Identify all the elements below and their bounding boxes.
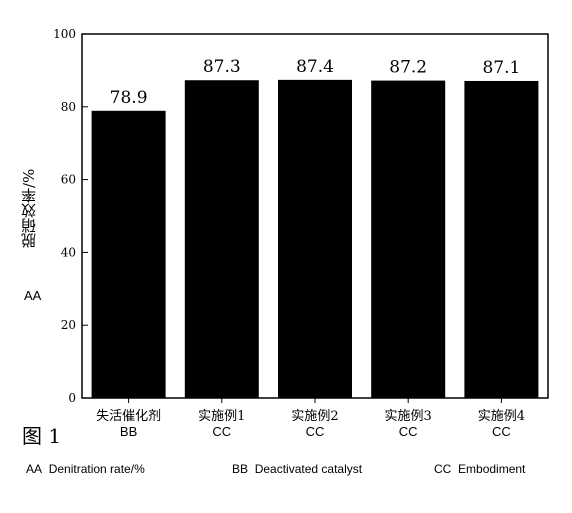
y-axis-label: 脱硝效率/% bbox=[20, 168, 38, 248]
bar bbox=[464, 80, 539, 399]
legend-key: CC bbox=[434, 462, 452, 476]
x-tick-label: 实施例4 bbox=[477, 409, 526, 424]
bars-group bbox=[91, 79, 539, 399]
y-tick-label: 80 bbox=[61, 100, 76, 114]
x-tick-label-tag: CC bbox=[212, 424, 232, 439]
y-tick-label: 20 bbox=[61, 318, 76, 332]
legend-item-aa: AA Denitration rate/% bbox=[26, 462, 145, 476]
x-tick-label: 实施例3 bbox=[384, 409, 432, 424]
data-label: 87.1 bbox=[482, 58, 520, 78]
bar bbox=[278, 79, 352, 398]
legend-item-cc: CC Embodiment bbox=[434, 462, 525, 476]
figure-label: 图 1 bbox=[22, 424, 62, 448]
data-label: 87.2 bbox=[389, 58, 427, 78]
data-label: 87.3 bbox=[203, 57, 241, 77]
bar bbox=[91, 110, 166, 398]
y-tick-label: 100 bbox=[53, 27, 76, 41]
legend-text: Deactivated catalyst bbox=[254, 462, 363, 476]
value-labels-group: 78.9 87.3 87.4 87.2 87.1 bbox=[110, 57, 521, 108]
x-tick-label-tag: CC bbox=[492, 424, 511, 439]
x-tick-label: 实施例1 bbox=[198, 409, 246, 424]
y-tick-label: 0 bbox=[68, 391, 76, 405]
bar bbox=[371, 80, 446, 398]
x-ticks-group bbox=[128, 398, 502, 403]
x-tick-label: 实施例2 bbox=[291, 409, 339, 424]
data-label: 87.4 bbox=[296, 57, 334, 77]
legend-item-bb: BB Deactivated catalyst bbox=[232, 462, 362, 476]
bar bbox=[184, 80, 259, 398]
y-ticks-group: 0 20 40 60 80 100 bbox=[53, 27, 88, 405]
data-label: 78.9 bbox=[110, 88, 148, 108]
legend-text: Embodiment bbox=[458, 462, 526, 476]
legend-key: AA bbox=[26, 462, 43, 476]
x-tick-label-tag: CC bbox=[305, 424, 325, 439]
y-tick-label: 40 bbox=[61, 245, 76, 259]
x-tick-label-tag: BB bbox=[119, 424, 138, 439]
y-tick-label: 60 bbox=[61, 173, 76, 187]
x-tick-label: 失活催化剂 bbox=[96, 409, 162, 424]
legend-key: BB bbox=[232, 462, 249, 476]
x-tick-label-tag: CC bbox=[398, 424, 418, 439]
legend-text: Denitration rate/% bbox=[48, 462, 145, 476]
y-axis-label-tag: AA bbox=[24, 288, 42, 303]
